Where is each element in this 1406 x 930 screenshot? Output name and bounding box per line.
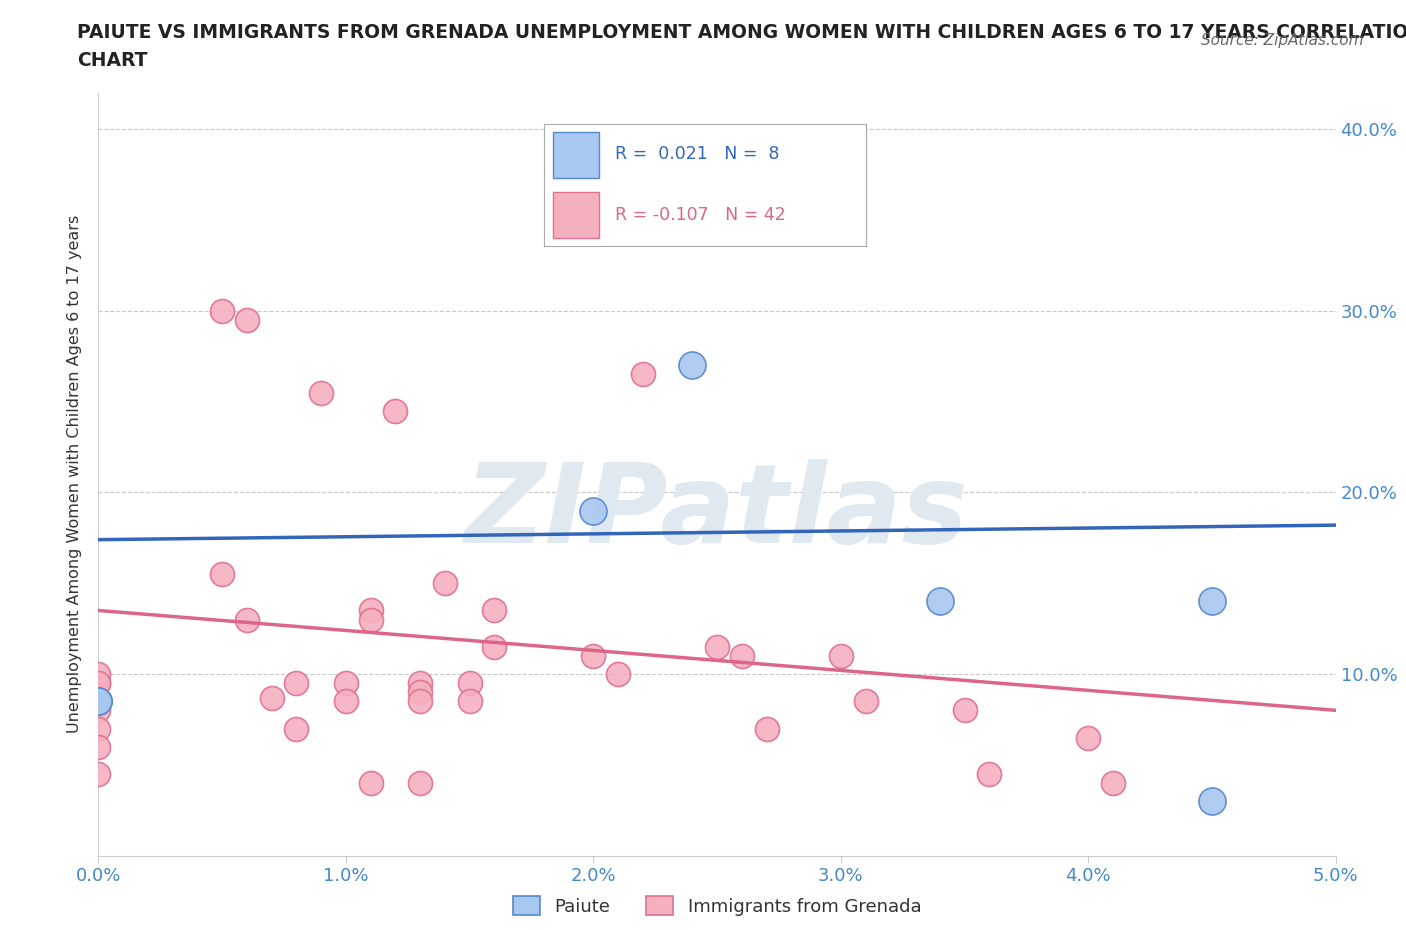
Point [87, 676, 110, 691]
Point [87, 694, 110, 709]
Point [211, 566, 233, 581]
Point [1077, 730, 1099, 745]
Point [855, 694, 877, 709]
Text: CHART: CHART [77, 51, 148, 70]
Point [409, 684, 432, 699]
Point [830, 648, 852, 663]
Text: ZIPatlas: ZIPatlas [465, 458, 969, 566]
Point [87, 694, 110, 709]
Point [433, 576, 456, 591]
Point [582, 503, 605, 518]
Point [87, 694, 110, 709]
Point [1102, 776, 1125, 790]
Point [681, 358, 703, 373]
Point [484, 639, 506, 654]
Point [236, 312, 259, 327]
Point [360, 603, 382, 618]
Point [285, 676, 308, 691]
Text: Source: ZipAtlas.com: Source: ZipAtlas.com [1201, 33, 1364, 47]
Point [484, 603, 506, 618]
Point [87, 721, 110, 736]
Point [1201, 793, 1223, 808]
Point [631, 367, 654, 382]
Legend: Paiute, Immigrants from Grenada: Paiute, Immigrants from Grenada [506, 889, 928, 923]
Point [458, 694, 481, 709]
Text: PAIUTE VS IMMIGRANTS FROM GRENADA UNEMPLOYMENT AMONG WOMEN WITH CHILDREN AGES 6 : PAIUTE VS IMMIGRANTS FROM GRENADA UNEMPL… [77, 23, 1406, 42]
Point [607, 667, 630, 682]
Point [928, 594, 950, 609]
Point [755, 721, 778, 736]
Point [236, 612, 259, 627]
Point [260, 690, 283, 705]
Point [409, 676, 432, 691]
Point [335, 694, 357, 709]
Y-axis label: Unemployment Among Women with Children Ages 6 to 17 years: Unemployment Among Women with Children A… [67, 215, 83, 734]
Point [582, 648, 605, 663]
Point [87, 766, 110, 781]
Point [309, 385, 332, 400]
Point [953, 703, 976, 718]
Point [458, 676, 481, 691]
Point [211, 303, 233, 318]
Point [409, 694, 432, 709]
Point [706, 639, 728, 654]
Point [409, 776, 432, 790]
Point [335, 676, 357, 691]
Point [1201, 594, 1223, 609]
Point [87, 667, 110, 682]
Point [87, 676, 110, 691]
Point [360, 776, 382, 790]
Point [384, 404, 406, 418]
Point [979, 766, 1001, 781]
Point [285, 721, 308, 736]
Point [731, 648, 754, 663]
Point [87, 703, 110, 718]
Point [87, 739, 110, 754]
Point [360, 612, 382, 627]
